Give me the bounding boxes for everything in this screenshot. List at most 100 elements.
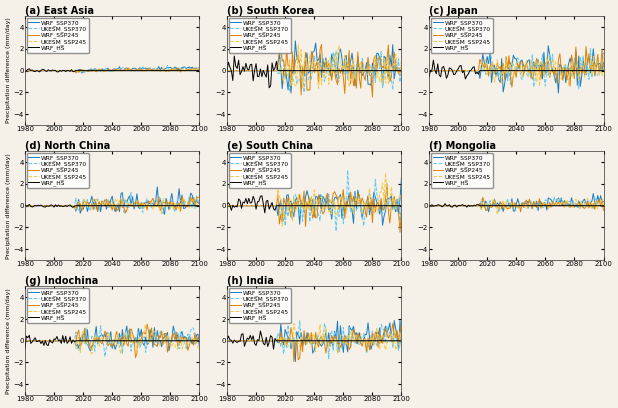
Legend: WRF_SSP370, UKESM_SSP370, WRF_SSP245, UKESM_SSP245, WRF_HS: WRF_SSP370, UKESM_SSP370, WRF_SSP245, UK… — [27, 18, 88, 53]
WRF_SSP370 — [590, 191, 597, 196]
WRF_SSP245 — [142, 68, 150, 73]
WRF_SSP245 — [466, 203, 473, 208]
UKESM_SSP370 — [543, 66, 551, 71]
WRF_SSP370 — [39, 68, 46, 73]
WRF_SSP245 — [264, 68, 271, 73]
WRF_SSP245 — [332, 193, 340, 197]
WRF_HS — [64, 204, 71, 209]
UKESM_SSP245 — [39, 338, 46, 343]
WRF_SSP370 — [292, 38, 299, 43]
WRF_HS — [231, 53, 238, 58]
WRF_SSP245 — [517, 209, 524, 214]
WRF_SSP370 — [95, 200, 103, 205]
WRF_SSP370 — [39, 203, 46, 208]
WRF_HS — [441, 201, 449, 206]
WRF_SSP245 — [223, 203, 231, 208]
Line: UKESM_SSP245: UKESM_SSP245 — [227, 45, 402, 89]
WRF_HS — [449, 205, 456, 210]
UKESM_SSP370 — [264, 338, 271, 343]
WRF_SSP370 — [442, 203, 450, 208]
WRF_SSP245 — [479, 195, 486, 200]
WRF_HS — [398, 338, 405, 343]
WRF_HS — [142, 203, 150, 208]
WRF_SSP370 — [334, 319, 341, 324]
UKESM_SSP245 — [544, 205, 552, 210]
UKESM_SSP370 — [334, 80, 341, 85]
UKESM_SSP245 — [223, 338, 231, 343]
WRF_SSP370 — [155, 64, 163, 69]
WRF_SSP370 — [389, 42, 397, 47]
WRF_SSP370 — [264, 338, 271, 343]
WRF_SSP370 — [264, 203, 271, 208]
WRF_HS — [344, 203, 352, 208]
WRF_SSP245 — [342, 60, 350, 65]
UKESM_SSP245 — [264, 338, 271, 343]
WRF_SSP370 — [387, 335, 395, 340]
WRF_SSP370 — [544, 43, 552, 48]
Legend: WRF_SSP370, UKESM_SSP370, WRF_SSP245, UKESM_SSP245, WRF_HS: WRF_SSP370, UKESM_SSP370, WRF_SSP245, UK… — [431, 18, 493, 53]
WRF_SSP370 — [591, 200, 598, 205]
WRF_HS — [300, 68, 308, 73]
UKESM_SSP370 — [196, 197, 203, 202]
WRF_SSP245 — [21, 338, 28, 343]
Line: WRF_SSP245: WRF_SSP245 — [227, 184, 402, 232]
WRF_SSP245 — [442, 203, 450, 208]
UKESM_SSP370 — [95, 205, 103, 210]
UKESM_SSP370 — [164, 63, 171, 68]
UKESM_SSP245 — [344, 62, 352, 67]
UKESM_SSP245 — [535, 59, 542, 64]
WRF_SSP245 — [389, 61, 397, 66]
UKESM_SSP370 — [325, 356, 332, 361]
WRF_SSP370 — [223, 203, 231, 208]
UKESM_SSP245 — [425, 68, 433, 73]
WRF_SSP245 — [132, 200, 139, 205]
Legend: WRF_SSP370, UKESM_SSP370, WRF_SSP245, UKESM_SSP245, WRF_HS: WRF_SSP370, UKESM_SSP370, WRF_SSP245, UK… — [229, 288, 290, 323]
WRF_HS — [398, 203, 405, 208]
WRF_SSP370 — [39, 338, 46, 343]
WRF_SSP370 — [299, 343, 307, 348]
WRF_SSP245 — [95, 199, 103, 204]
WRF_SSP370 — [161, 212, 168, 217]
UKESM_SSP370 — [389, 87, 397, 92]
WRF_SSP245 — [369, 95, 376, 100]
Line: WRF_SSP245: WRF_SSP245 — [227, 324, 402, 362]
WRF_HS — [40, 343, 48, 348]
UKESM_SSP245 — [62, 68, 69, 73]
WRF_SSP370 — [600, 199, 607, 204]
UKESM_SSP245 — [591, 67, 598, 72]
UKESM_SSP370 — [223, 68, 231, 73]
WRF_HS — [25, 67, 33, 71]
WRF_SSP245 — [508, 84, 515, 89]
WRF_SSP370 — [241, 338, 248, 343]
UKESM_SSP245 — [97, 336, 104, 341]
UKESM_SSP245 — [342, 211, 350, 215]
WRF_SSP245 — [383, 181, 391, 186]
WRF_HS — [267, 204, 274, 208]
UKESM_SSP245 — [159, 65, 167, 70]
WRF_SSP245 — [591, 73, 598, 78]
WRF_SSP370 — [342, 341, 350, 346]
UKESM_SSP245 — [442, 68, 450, 73]
WRF_SSP245 — [196, 333, 203, 338]
WRF_SSP245 — [297, 92, 305, 97]
UKESM_SSP370 — [62, 68, 69, 73]
WRF_SSP370 — [425, 203, 433, 208]
UKESM_SSP245 — [130, 202, 138, 207]
UKESM_SSP245 — [425, 203, 433, 208]
WRF_SSP245 — [425, 68, 433, 73]
WRF_HS — [300, 203, 308, 208]
UKESM_SSP370 — [241, 338, 248, 343]
UKESM_SSP245 — [398, 341, 405, 346]
WRF_HS — [546, 203, 553, 208]
UKESM_SSP245 — [501, 207, 509, 212]
WRF_SSP245 — [318, 42, 325, 47]
Line: WRF_SSP370: WRF_SSP370 — [227, 320, 402, 361]
WRF_SSP245 — [187, 195, 195, 200]
UKESM_SSP245 — [600, 65, 607, 70]
UKESM_SSP370 — [342, 211, 350, 215]
WRF_SSP245 — [591, 207, 598, 212]
UKESM_SSP245 — [264, 203, 271, 208]
UKESM_SSP370 — [535, 61, 542, 66]
UKESM_SSP245 — [279, 224, 286, 228]
UKESM_SSP245 — [140, 328, 148, 333]
